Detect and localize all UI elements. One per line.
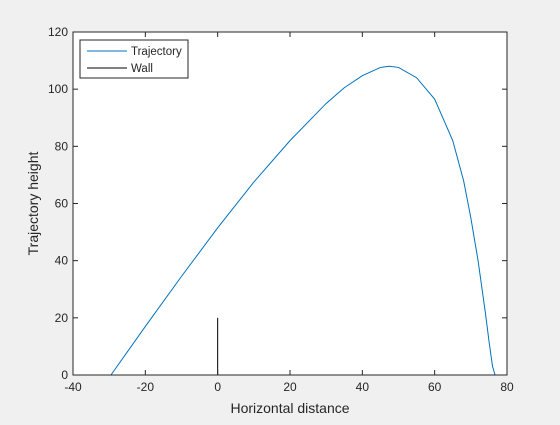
y-axis-label: Trajectory height xyxy=(25,152,41,256)
y-tick-label: 20 xyxy=(55,311,69,325)
series-line-trajectory xyxy=(110,65,496,376)
y-tick-label: 0 xyxy=(61,368,68,382)
y-tick-label: 120 xyxy=(48,25,68,39)
x-axis-label: Horizontal distance xyxy=(230,400,349,416)
x-tick-label: 40 xyxy=(356,380,370,394)
legend-label-wall: Wall xyxy=(131,63,153,75)
x-tick-label: 20 xyxy=(283,380,297,394)
x-tick-label: 0 xyxy=(214,380,221,394)
legend-box xyxy=(79,39,189,79)
x-tick-label: -20 xyxy=(137,380,155,394)
y-tick-label: 80 xyxy=(55,139,69,153)
plot-area xyxy=(73,32,507,375)
y-tick-label: 40 xyxy=(55,254,69,268)
x-tick-label: 80 xyxy=(500,380,514,394)
legend-label-trajectory: Trajectory xyxy=(131,46,182,58)
y-tick-label: 100 xyxy=(48,82,68,96)
ticks-layer: -40 -20 0 20 40 60 80 0 20 40 60 80 100 120 xyxy=(48,25,514,394)
series-layer xyxy=(110,65,496,376)
x-tick-label: 60 xyxy=(428,380,442,394)
x-tick-label: -40 xyxy=(64,380,82,394)
y-tick-label: 60 xyxy=(55,197,69,211)
legend[interactable]: Trajectory Wall xyxy=(79,39,189,79)
